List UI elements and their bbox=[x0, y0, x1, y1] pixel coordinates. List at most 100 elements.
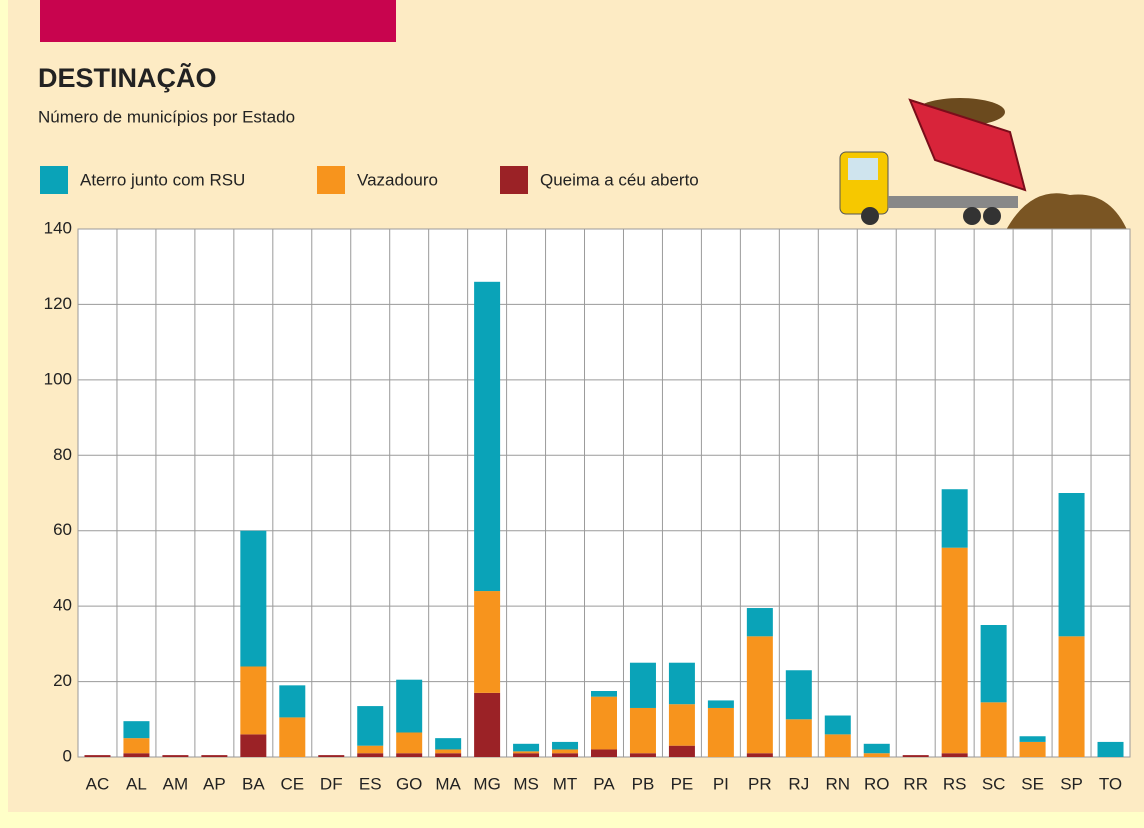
bar-segment bbox=[1020, 742, 1046, 757]
y-tick-label: 100 bbox=[44, 369, 72, 388]
x-tick-label: TO bbox=[1099, 774, 1122, 793]
bar-segment bbox=[435, 749, 461, 753]
bar-segment bbox=[357, 746, 383, 754]
x-tick-label: AM bbox=[163, 774, 189, 793]
bar-segment bbox=[747, 608, 773, 636]
bar-segment bbox=[864, 744, 890, 753]
bar-segment bbox=[786, 719, 812, 757]
x-tick-label: MS bbox=[513, 774, 539, 793]
bar-segment bbox=[1059, 636, 1085, 757]
y-tick-label: 120 bbox=[44, 294, 72, 313]
bar-segment bbox=[942, 753, 968, 757]
bar-segment bbox=[84, 755, 110, 757]
legend-swatch bbox=[500, 166, 528, 194]
bar-segment bbox=[669, 704, 695, 745]
x-tick-label: PA bbox=[593, 774, 615, 793]
bar-segment bbox=[942, 548, 968, 754]
bar-segment bbox=[1059, 493, 1085, 636]
legend-label: Aterro junto com RSU bbox=[80, 170, 245, 189]
bar-segment bbox=[396, 753, 422, 757]
bar-segment bbox=[435, 753, 461, 757]
y-tick-label: 80 bbox=[53, 445, 72, 464]
bar-segment bbox=[591, 749, 617, 757]
bar-segment bbox=[318, 755, 344, 757]
chart-title: DESTINAÇÃO bbox=[38, 62, 217, 93]
bar-segment bbox=[552, 742, 578, 750]
x-tick-label: MT bbox=[553, 774, 578, 793]
bar-segment bbox=[123, 753, 149, 757]
y-tick-label: 60 bbox=[53, 520, 72, 539]
x-tick-label: GO bbox=[396, 774, 422, 793]
x-tick-label: AC bbox=[86, 774, 110, 793]
bar-segment bbox=[591, 691, 617, 697]
x-tick-label: MA bbox=[435, 774, 461, 793]
x-tick-label: RO bbox=[864, 774, 890, 793]
bar-segment bbox=[474, 591, 500, 693]
x-tick-label: RR bbox=[903, 774, 928, 793]
bar-segment bbox=[825, 734, 851, 757]
x-tick-label: PB bbox=[632, 774, 655, 793]
bar-segment bbox=[474, 282, 500, 591]
bar-segment bbox=[279, 717, 305, 757]
bar-segment bbox=[396, 680, 422, 733]
x-tick-label: PE bbox=[671, 774, 694, 793]
y-tick-label: 40 bbox=[53, 596, 72, 615]
x-tick-label: RJ bbox=[788, 774, 809, 793]
page: {"chart_data": {"type": "stacked-bar", "… bbox=[0, 0, 1144, 828]
bar-segment bbox=[630, 753, 656, 757]
bar-segment bbox=[552, 753, 578, 757]
bar-segment bbox=[201, 755, 227, 757]
x-tick-label: BA bbox=[242, 774, 265, 793]
bar-segment bbox=[357, 753, 383, 757]
chart-subtitle: Número de municípios por Estado bbox=[38, 107, 295, 126]
bar-segment bbox=[552, 749, 578, 753]
bar-segment bbox=[942, 489, 968, 547]
x-tick-label: MG bbox=[473, 774, 500, 793]
bar-segment bbox=[708, 700, 734, 708]
bar-segment bbox=[240, 734, 266, 757]
x-tick-label: ES bbox=[359, 774, 382, 793]
bar-segment bbox=[708, 708, 734, 757]
bar-segment bbox=[981, 702, 1007, 757]
legend-label: Queima a céu aberto bbox=[540, 170, 699, 189]
y-tick-label: 20 bbox=[53, 671, 72, 690]
bar-segment bbox=[1098, 742, 1124, 757]
header-bar bbox=[40, 0, 396, 42]
x-tick-label: CE bbox=[280, 774, 304, 793]
x-tick-label: RS bbox=[943, 774, 967, 793]
x-tick-label: RN bbox=[825, 774, 850, 793]
chart: DESTINAÇÃO Número de municípios por Esta… bbox=[0, 0, 1144, 828]
x-tick-label: AL bbox=[126, 774, 147, 793]
bar-segment bbox=[123, 738, 149, 753]
x-tick-label: SE bbox=[1021, 774, 1044, 793]
x-tick-label: DF bbox=[320, 774, 343, 793]
bar-segment bbox=[630, 663, 656, 708]
bar-segment bbox=[669, 746, 695, 757]
y-tick-label: 140 bbox=[44, 218, 72, 237]
bar-segment bbox=[786, 670, 812, 719]
bar-segment bbox=[279, 685, 305, 717]
bar-segment bbox=[825, 716, 851, 735]
bar-segment bbox=[474, 693, 500, 757]
bar-segment bbox=[747, 636, 773, 753]
bar-segment bbox=[240, 666, 266, 734]
bar-segment bbox=[357, 706, 383, 746]
x-tick-label: SC bbox=[982, 774, 1006, 793]
bar-segment bbox=[630, 708, 656, 753]
bar-segment bbox=[747, 753, 773, 757]
plot-area bbox=[78, 229, 1130, 757]
x-tick-label: PI bbox=[713, 774, 729, 793]
bar-segment bbox=[981, 625, 1007, 702]
bar-segment bbox=[903, 755, 929, 757]
bar-segment bbox=[591, 697, 617, 750]
bar-segment bbox=[864, 753, 890, 757]
x-tick-label: AP bbox=[203, 774, 226, 793]
bar-segment bbox=[435, 738, 461, 749]
bar-segment bbox=[162, 755, 188, 757]
bar-segment bbox=[513, 744, 539, 752]
legend-swatch bbox=[40, 166, 68, 194]
bar-segment bbox=[513, 751, 539, 753]
legend-swatch bbox=[317, 166, 345, 194]
x-tick-label: PR bbox=[748, 774, 772, 793]
bar-segment bbox=[123, 721, 149, 738]
